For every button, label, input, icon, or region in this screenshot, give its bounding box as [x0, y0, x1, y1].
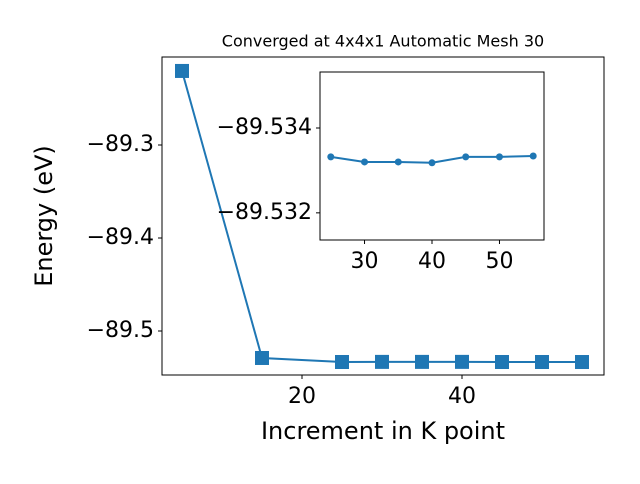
marker	[327, 153, 335, 161]
marker	[375, 354, 389, 369]
marker	[394, 158, 402, 166]
y-tick-label: −89.3	[87, 132, 154, 157]
marker	[255, 350, 269, 365]
marker	[529, 152, 537, 160]
marker	[415, 354, 429, 369]
marker	[175, 63, 189, 78]
marker	[495, 153, 503, 161]
marker	[495, 354, 509, 369]
y-tick-label: −89.5	[87, 318, 154, 343]
y-tick-label: −89.532	[217, 200, 312, 225]
y-tick-label: −89.4	[87, 225, 154, 250]
y-axis-label: Energy (eV)	[30, 145, 58, 287]
marker	[462, 153, 470, 161]
x-axis-label: Increment in K point	[261, 417, 505, 445]
marker	[455, 354, 469, 369]
x-tick-label: 30	[351, 249, 379, 274]
x-tick-label: 40	[448, 384, 476, 409]
marker	[575, 355, 589, 370]
marker	[428, 159, 436, 167]
x-tick-label: 20	[288, 384, 316, 409]
marker	[335, 354, 349, 369]
y-tick-label: −89.534	[217, 115, 312, 140]
marker	[535, 354, 549, 369]
marker	[361, 158, 369, 166]
chart-title: Converged at 4x4x1 Automatic Mesh 30	[222, 32, 544, 51]
x-tick-label: 50	[485, 249, 513, 274]
x-tick-label: 40	[418, 249, 446, 274]
